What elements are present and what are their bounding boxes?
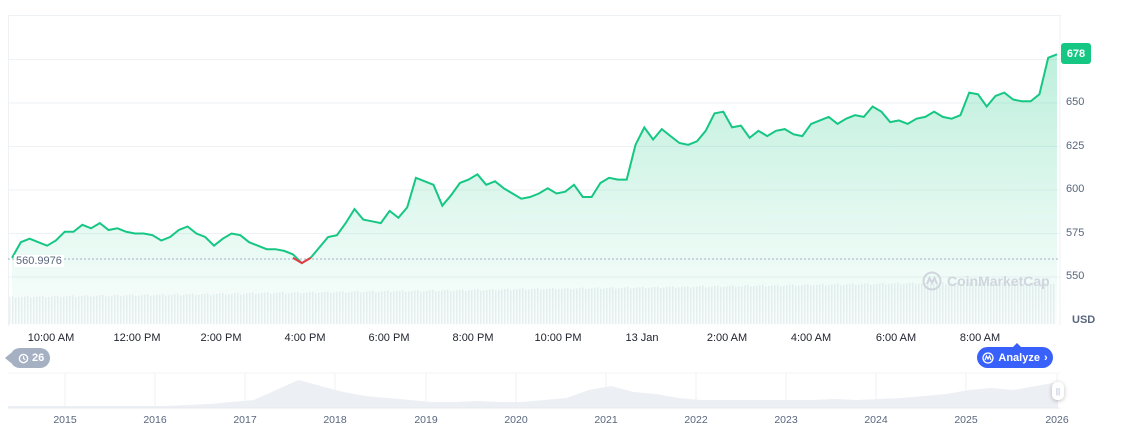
navigator-tick-label: 2023	[774, 414, 798, 426]
x-tick-label: 6:00 PM	[368, 332, 410, 344]
reference-price-label: 560.9976	[14, 255, 64, 267]
current-price-tag: 678	[1061, 43, 1091, 64]
events-count: 26	[32, 352, 45, 364]
events-button[interactable]: 26	[5, 348, 50, 368]
x-tick-label: 10:00 PM	[534, 332, 582, 344]
history-icon	[18, 353, 29, 363]
x-tick-label: 13 Jan	[625, 332, 659, 344]
x-tick-label: 8:00 PM	[452, 332, 494, 344]
y-tick-label: 625	[1066, 139, 1085, 152]
analyze-button[interactable]: Analyze ›	[977, 343, 1053, 368]
coinmarketcap-logo-icon	[922, 271, 942, 291]
navigator-drag-handle[interactable]: ||	[1052, 382, 1064, 400]
x-tick-label: 10:00 AM	[27, 332, 75, 344]
chart-frame	[8, 15, 1061, 326]
below-ref-line	[292, 257, 312, 265]
y-tick-label: 575	[1066, 226, 1085, 239]
analyze-label: Analyze	[998, 351, 1040, 364]
navigator-tick-label: 2025	[954, 414, 978, 426]
price-line	[11, 53, 1058, 265]
x-tick-label: 4:00 AM	[790, 332, 832, 344]
navigator-tick-label: 2015	[53, 414, 77, 426]
navigator-tick-label: 2018	[323, 414, 347, 426]
x-tick-label: 8:00 AM	[959, 332, 1001, 344]
navigator-tick-label: 2016	[143, 414, 167, 426]
navigator-tick-label: 2017	[233, 414, 257, 426]
currency-label: USD	[1072, 314, 1096, 326]
y-tick-label: 650	[1066, 96, 1085, 108]
navigator-tick-label: 2026	[1045, 414, 1069, 426]
x-tick-label: 6:00 AM	[875, 332, 917, 344]
x-tick-label: 12:00 PM	[113, 332, 161, 344]
navigator-tick-label: 2022	[684, 414, 708, 426]
navigator-tick-label: 2019	[414, 414, 438, 426]
x-tick-label: 2:00 PM	[200, 332, 242, 344]
x-tick-label: 4:00 PM	[284, 332, 326, 344]
analyze-icon	[982, 351, 995, 364]
watermark-text: CoinMarketCap	[947, 273, 1050, 289]
navigator-tick-label: 2021	[594, 414, 618, 426]
navigator	[8, 372, 1060, 409]
navigator-tick-label: 2024	[864, 414, 888, 426]
navigator-tick-label: 2020	[504, 414, 528, 426]
x-tick-label: 2:00 AM	[706, 332, 748, 344]
chevron-right-icon: ›	[1043, 351, 1048, 364]
y-tick-label: 600	[1066, 183, 1085, 195]
y-tick-label: 550	[1066, 270, 1085, 282]
watermark: CoinMarketCap	[922, 271, 1050, 291]
